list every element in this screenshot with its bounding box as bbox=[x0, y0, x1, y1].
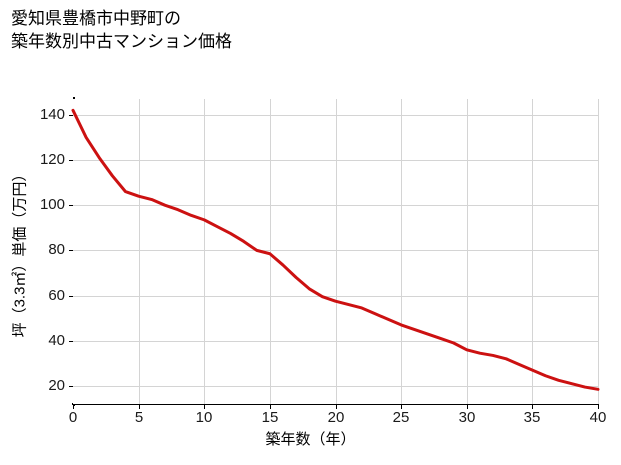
x-tick-mark bbox=[467, 405, 468, 409]
x-tick-label: 40 bbox=[589, 409, 607, 426]
x-axis-title: 築年数（年） bbox=[265, 431, 356, 448]
gridline-vertical bbox=[270, 99, 271, 404]
x-tick-mark bbox=[139, 405, 140, 409]
gridline-vertical bbox=[598, 99, 599, 404]
y-axis-title: 坪（3.3㎡）単価（万円） bbox=[11, 166, 29, 337]
x-tick-mark bbox=[270, 405, 271, 409]
y-tick-label: 60 bbox=[48, 287, 65, 304]
x-tick-label: 25 bbox=[392, 409, 410, 426]
x-tick-mark bbox=[204, 405, 205, 409]
plot-area bbox=[71, 99, 600, 404]
gridline-horizontal bbox=[73, 205, 598, 206]
gridline-vertical bbox=[336, 99, 337, 404]
y-tick-mark bbox=[69, 205, 73, 206]
x-tick-label: 15 bbox=[261, 409, 279, 426]
y-tick-label: 80 bbox=[48, 241, 65, 258]
y-tick-mark bbox=[69, 115, 73, 116]
gridline-vertical bbox=[204, 99, 205, 404]
x-tick-mark bbox=[532, 405, 533, 409]
gridline-horizontal bbox=[73, 115, 598, 116]
gridline-horizontal bbox=[73, 341, 598, 342]
x-tick-label: 35 bbox=[523, 409, 541, 426]
y-tick-mark bbox=[69, 386, 73, 387]
x-tick-label: 30 bbox=[458, 409, 476, 426]
y-tick-mark bbox=[69, 160, 73, 161]
x-tick-mark bbox=[598, 405, 599, 409]
y-axis-title-container: 坪（3.3㎡）単価（万円） bbox=[6, 99, 32, 404]
x-tick-mark bbox=[336, 405, 337, 409]
gridline-vertical bbox=[401, 99, 402, 404]
y-tick-label: 20 bbox=[48, 377, 65, 394]
chart-title: 愛知県豊橋市中野町の 築年数別中古マンション価格 bbox=[11, 9, 232, 52]
y-tick-mark bbox=[69, 341, 73, 342]
x-tick-label: 20 bbox=[327, 409, 345, 426]
x-axis-spine bbox=[72, 403, 599, 405]
gridline-horizontal bbox=[73, 386, 598, 387]
y-tick-label: 40 bbox=[48, 332, 65, 349]
y-tick-mark bbox=[69, 296, 73, 297]
x-tick-label: 5 bbox=[134, 409, 144, 426]
y-tick-label: 100 bbox=[39, 196, 65, 213]
y-tick-label: 120 bbox=[39, 151, 65, 168]
gridline-vertical bbox=[532, 99, 533, 404]
x-tick-mark bbox=[401, 405, 402, 409]
gridline-vertical bbox=[467, 99, 468, 404]
gridline-horizontal bbox=[73, 250, 598, 251]
data-series-line bbox=[71, 108, 600, 391]
gridline-horizontal bbox=[73, 160, 598, 161]
y-tick-label: 140 bbox=[39, 106, 65, 123]
y-tick-mark bbox=[69, 250, 73, 251]
x-tick-label: 0 bbox=[68, 409, 78, 426]
gridline-horizontal bbox=[73, 296, 598, 297]
x-tick-mark bbox=[73, 405, 74, 409]
x-tick-label: 10 bbox=[195, 409, 213, 426]
gridline-vertical bbox=[139, 99, 140, 404]
